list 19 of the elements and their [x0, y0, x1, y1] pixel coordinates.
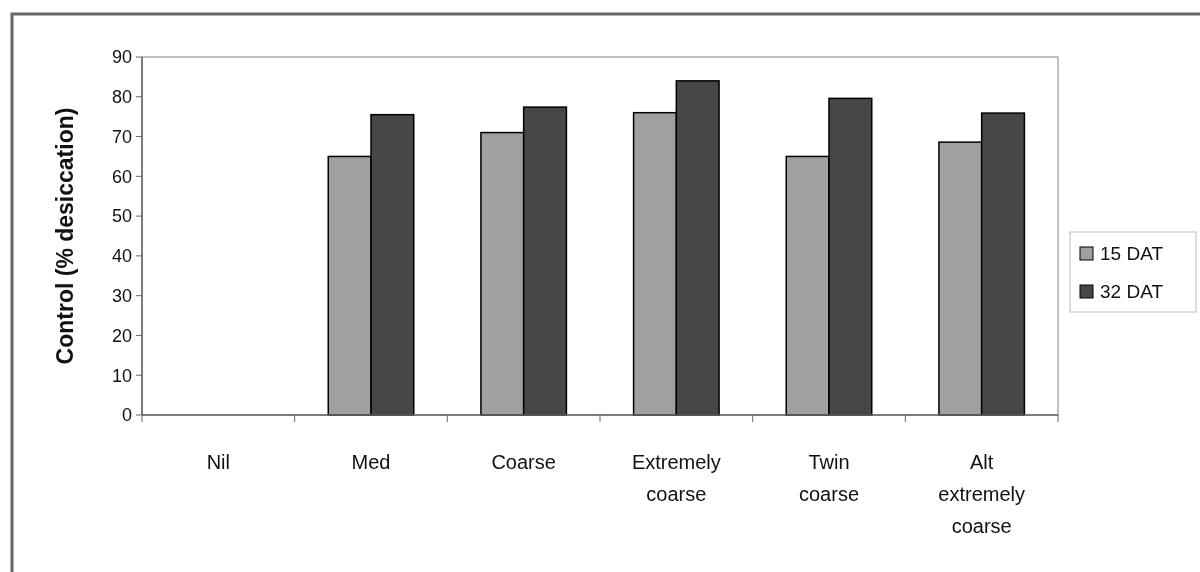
x-tick-label: Nil — [206, 451, 231, 473]
y-tick-label: 90 — [111, 47, 132, 68]
y-tick-label: 80 — [111, 87, 132, 108]
y-tick-label: 30 — [111, 285, 132, 306]
x-tick-label: Med — [351, 451, 391, 473]
x-tick-label: Extremely coarse — [631, 451, 721, 505]
y-tick-label: 50 — [111, 206, 132, 227]
x-tick-label: Twin coarse — [798, 451, 860, 505]
y-tick-label: 0 — [121, 405, 132, 426]
x-tick-label: Alt extremely coarse — [938, 451, 1026, 537]
x-tick-label: Coarse — [491, 451, 556, 473]
y-tick-label: 40 — [111, 246, 132, 267]
y-tick-label: 70 — [111, 126, 132, 147]
legend-label: 32 DAT — [1100, 281, 1164, 302]
y-tick-label: 60 — [111, 166, 132, 187]
y-tick-label: 10 — [111, 365, 132, 386]
y-tick-label: 20 — [111, 325, 132, 346]
legend-label: 15 DAT — [1100, 243, 1164, 264]
y-axis-title: Control (% desiccation) — [52, 107, 78, 365]
